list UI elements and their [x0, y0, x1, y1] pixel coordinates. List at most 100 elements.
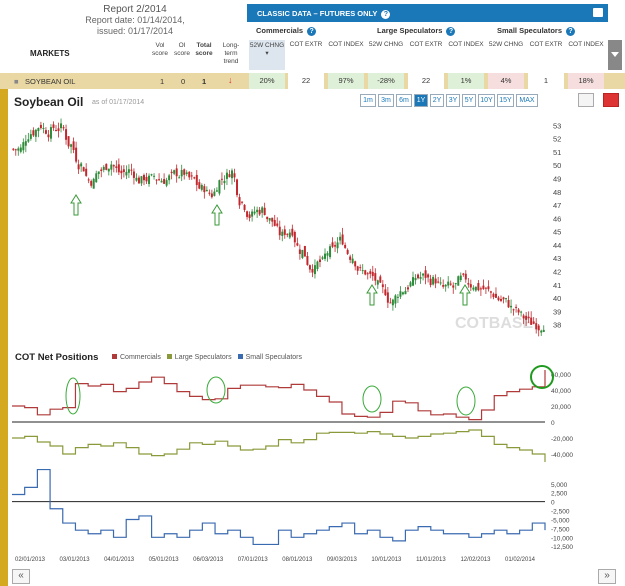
candle-body: [447, 281, 450, 286]
cot-xtick: 07/01/2013: [238, 557, 269, 563]
candle-body: [334, 245, 337, 247]
expand-toggle[interactable]: [608, 40, 622, 70]
candle-body: [256, 209, 259, 213]
col-cot-extr-commercials[interactable]: COT EXTR: [289, 41, 323, 48]
candle-body: [399, 291, 402, 297]
candle-body: [497, 297, 500, 301]
candle-body: [532, 321, 535, 324]
candle-body: [329, 246, 332, 258]
candle-body: [52, 124, 55, 128]
range-10y[interactable]: 10Y: [478, 94, 495, 107]
price-ytick: 50: [553, 161, 561, 170]
col-cot-extr-small[interactable]: COT EXTR: [529, 41, 563, 48]
price-ytick: 45: [553, 228, 561, 237]
candle-body: [311, 269, 314, 273]
candle-body: [163, 178, 166, 184]
scroll-right-button[interactable]: »: [598, 569, 616, 584]
cot-xtick: 01/02/2014: [505, 557, 536, 563]
candle-body: [218, 180, 221, 194]
cot-ytick: 40,000: [551, 388, 571, 395]
candle-body: [44, 130, 47, 134]
cot-xtick: 10/01/2013: [371, 557, 402, 563]
candle-body: [542, 329, 545, 332]
range-3m[interactable]: 3m: [378, 94, 394, 107]
candle-body: [185, 172, 188, 174]
range-15y[interactable]: 15Y: [497, 94, 514, 107]
candle-body: [379, 276, 382, 283]
candle-body: [484, 287, 487, 289]
range-1m[interactable]: 1m: [360, 94, 376, 107]
market-name[interactable]: SOYBEAN OIL: [25, 77, 76, 86]
candle-body: [82, 167, 85, 172]
legend-commercials: Commercials: [108, 354, 161, 361]
cot-xtick: 04/01/2013: [104, 557, 135, 563]
candle-body: [49, 127, 52, 139]
large-extr: 22: [408, 73, 444, 89]
candle-body: [246, 211, 249, 217]
candle-body: [188, 171, 191, 178]
highlight-ellipse: [362, 385, 382, 413]
candle-body: [178, 177, 181, 179]
cot-ytick: -7,500: [551, 526, 570, 533]
help-icon[interactable]: ?: [446, 26, 456, 36]
close-chart-icon[interactable]: [603, 93, 619, 107]
candle-body: [173, 170, 176, 174]
candle-body: [80, 163, 83, 167]
range-6m[interactable]: 6m: [396, 94, 412, 107]
candle-body: [404, 290, 407, 295]
comm-extr: 22: [288, 73, 324, 89]
range-max[interactable]: MAX: [516, 94, 538, 107]
help-icon[interactable]: ?: [566, 26, 576, 36]
sort-52w-chng-commercials[interactable]: 52W CHNG ▾: [249, 40, 285, 70]
col-cot-index-large[interactable]: COT INDEX: [448, 41, 484, 48]
candle-body: [115, 166, 118, 169]
candle-body: [183, 169, 186, 175]
candle-body: [316, 261, 319, 270]
candle-body: [236, 179, 239, 196]
candle-body: [537, 325, 540, 331]
range-2y[interactable]: 2Y: [430, 94, 444, 107]
candle-body: [85, 168, 88, 176]
range-5y[interactable]: 5Y: [462, 94, 476, 107]
candle-body: [283, 229, 286, 235]
candle-body: [286, 233, 289, 235]
candle-body: [457, 276, 460, 286]
price-ytick: 44: [553, 241, 561, 250]
side-accent-bar: [0, 89, 8, 586]
scroll-left-button[interactable]: «: [12, 569, 30, 584]
candle-body: [439, 282, 442, 284]
candle-body: [90, 181, 93, 186]
candle-body: [54, 130, 57, 132]
candle-body: [444, 284, 447, 287]
col-cot-index-commercials[interactable]: COT INDEX: [328, 41, 364, 48]
candle-body: [175, 168, 178, 177]
col-52w-chng-large[interactable]: 52W CHNG: [368, 41, 404, 48]
cot-xtick: 09/03/2013: [327, 557, 358, 563]
help-icon[interactable]: ?: [307, 26, 317, 36]
candle-body: [210, 193, 213, 198]
candle-body: [27, 139, 30, 142]
candle-body: [112, 165, 115, 167]
price-ytick: 52: [553, 135, 561, 144]
table-row[interactable]: ■ SOYBEAN OIL 1 0 1 ↓ 20% 22 97% -28% 22…: [0, 73, 625, 89]
help-icon[interactable]: ?: [381, 9, 391, 19]
col-cot-extr-large[interactable]: COT EXTR: [409, 41, 443, 48]
banner-label: CLASSIC DATA – FUTURES ONLY: [257, 9, 378, 18]
col-52w-chng-small[interactable]: 52W CHNG: [488, 41, 524, 48]
candle-body: [515, 306, 518, 308]
print-icon[interactable]: [578, 93, 594, 107]
candle-body: [346, 249, 349, 254]
candle-body: [22, 142, 25, 151]
candle-body: [203, 186, 206, 193]
candle-body: [318, 259, 321, 262]
candle-body: [540, 330, 543, 333]
col-cot-index-small[interactable]: COT INDEX: [568, 41, 604, 48]
candle-body: [376, 280, 379, 285]
print-icon[interactable]: [593, 8, 603, 17]
range-1y[interactable]: 1Y: [414, 94, 428, 107]
range-3y[interactable]: 3Y: [446, 94, 460, 107]
candle-body: [361, 270, 364, 272]
candle-body: [258, 209, 261, 215]
candle-body: [42, 127, 45, 129]
candle-body: [37, 128, 40, 132]
